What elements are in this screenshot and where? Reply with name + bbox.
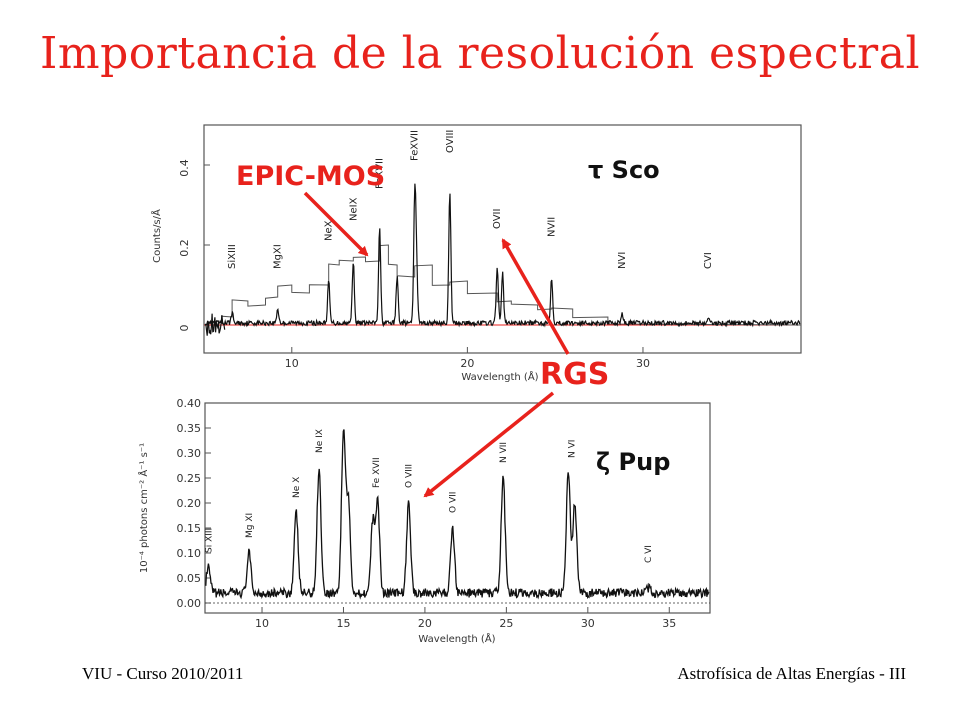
tau-sco-star-label: τ Sco (588, 156, 660, 184)
zeta-pup-plot-frame (204, 402, 711, 614)
zeta-pup-y-axis-label: 10⁻⁴ photons cm⁻² Å⁻¹ s⁻¹ (137, 443, 150, 573)
zeta-pup-ion-label: N VI (568, 440, 578, 458)
zeta-pup-star-label: ζ Pup (596, 448, 670, 476)
zeta-pup-ion-label: Ne X (292, 477, 302, 498)
tau-sco-line-labels: SiXIII MgXI NeX NeIX FeXVII FeXVII OVIII OVII NV… (227, 130, 714, 269)
zeta-pup-rgs-spectrum (205, 429, 710, 600)
zeta-pup-y-tick-label: 0.40 (177, 397, 202, 410)
slide-title: Importancia de la resolución espectral (39, 28, 921, 79)
tau-sco-x-tick-label: 10 (285, 357, 299, 370)
tau-sco-ion-label: CVI (703, 252, 714, 269)
footer-subject: Astrofísica de Altas Energías - III (677, 664, 906, 683)
zeta-pup-x-tick-label: 20 (418, 617, 432, 630)
zeta-pup-y-tick-label: 0.00 (177, 597, 202, 610)
footer-course: VIU - Curso 2010/2011 (82, 664, 244, 683)
zeta-pup-y-tick-label: 0.10 (177, 547, 202, 560)
zeta-pup-ion-label: N VII (499, 442, 509, 463)
zeta-pup-ion-label: Ne IX (315, 429, 325, 453)
tau-sco-y-tick-label: 0.4 (178, 159, 191, 177)
tau-sco-ion-label: FeXVII (375, 158, 386, 189)
zeta-pup-x-tick-label: 30 (581, 617, 595, 630)
tau-sco-x-tick-label: 30 (636, 357, 650, 370)
zeta-pup-y-tick-label: 0.30 (177, 447, 202, 460)
tau-sco-ion-label: NeX (324, 220, 335, 241)
tau-sco-ion-label: FeXVII (410, 130, 421, 161)
tau-sco-panel: 10 20 30 0 0.2 0.4 SiXIII MgXI NeX NeIX FeXVII FeX… (150, 124, 802, 383)
tau-sco-x-axis-label: Wavelength (Å) (461, 370, 538, 383)
tau-sco-ion-label: NVI (617, 252, 628, 269)
zeta-pup-x-tick-label: 10 (255, 617, 269, 630)
zeta-pup-y-tick-label: 0.35 (177, 422, 202, 435)
epic-mos-arrow (303, 191, 369, 257)
zeta-pup-x-axis-label: Wavelength (Å) (418, 632, 495, 645)
zeta-pup-line-labels: Si XIII Mg XI Ne X Ne IX Fe XVII O VIII O VII N… (204, 429, 654, 563)
tau-sco-ion-label: NeIX (348, 197, 359, 221)
tau-sco-ion-label: MgXI (273, 244, 284, 269)
tau-sco-rgs-spectrum (204, 183, 801, 336)
zeta-pup-y-tick-label: 0.20 (177, 497, 202, 510)
zeta-pup-x-tick-label: 15 (336, 617, 350, 630)
tau-sco-plot-frame (203, 124, 802, 354)
zeta-pup-panel: 10 15 20 25 30 35 0.00 0.05 0.10 0.15 0.20 0.25 0.30… (137, 397, 711, 645)
zeta-pup-x-tick-label: 25 (499, 617, 513, 630)
tau-sco-y-tick-label: 0.2 (178, 239, 191, 257)
zeta-pup-x-tick-label: 35 (662, 617, 676, 630)
zeta-pup-y-tick-label: 0.25 (177, 472, 202, 485)
zeta-pup-ion-label: Mg XI (245, 513, 255, 538)
tau-sco-x-tick-label: 20 (460, 357, 474, 370)
tau-sco-y-tick-label: 0 (178, 325, 191, 332)
tau-sco-ion-label: OVII (492, 209, 503, 229)
zeta-pup-ion-label: C VI (644, 545, 654, 563)
tau-sco-ion-label: NVII (547, 217, 558, 237)
zeta-pup-y-tick-label: 0.15 (177, 522, 202, 535)
tau-sco-epic-mos-spectrum (207, 244, 802, 326)
epic-mos-annotation: EPIC-MOS (236, 161, 385, 192)
zeta-pup-ion-label: O VIII (405, 464, 415, 488)
tau-sco-ion-label: SiXIII (227, 244, 238, 269)
zeta-pup-ion-label: Fe XVII (372, 457, 382, 488)
rgs-arrow-bottom (423, 391, 555, 498)
zeta-pup-y-tick-label: 0.05 (177, 572, 202, 585)
zeta-pup-axis-ticks: 10 15 20 25 30 35 0.00 0.05 0.10 0.15 0.20 0.25 0.30… (177, 397, 677, 630)
rgs-annotation: RGS (540, 357, 609, 392)
tau-sco-y-axis-label: Counts/s/Å (150, 209, 163, 263)
rgs-arrow-top (501, 238, 570, 355)
zeta-pup-ion-label: O VII (449, 492, 459, 513)
zeta-pup-ion-label: Si XIII (204, 528, 214, 553)
tau-sco-ion-label: OVIII (445, 130, 456, 153)
